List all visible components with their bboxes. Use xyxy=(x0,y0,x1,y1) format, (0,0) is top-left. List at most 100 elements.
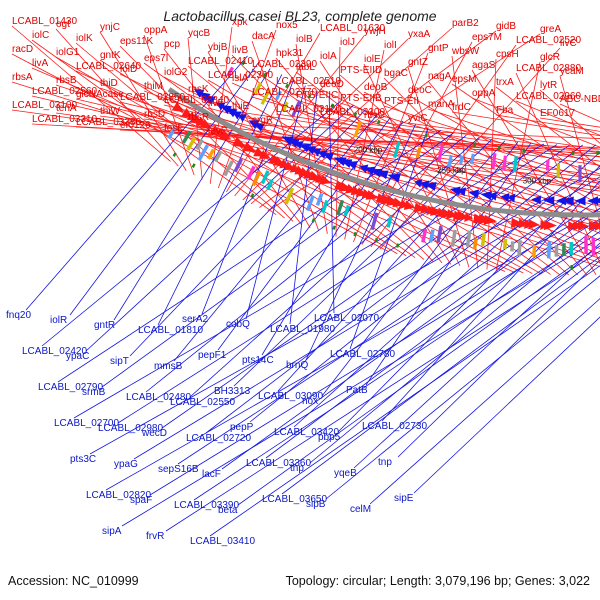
reverse-gene-label: mmsB xyxy=(154,361,183,372)
forward-gene-label: glcNAcase xyxy=(76,89,124,100)
forward-gene-label: xpk xyxy=(232,17,249,28)
reverse-gene-label: sipT xyxy=(110,356,129,367)
forward-gene-label: hpk31 xyxy=(276,48,304,59)
feature-block xyxy=(305,195,315,212)
forward-gene-label: LCABL_01430 xyxy=(12,16,77,27)
reverse-gene-arrow xyxy=(364,166,376,176)
feature-block xyxy=(335,199,345,216)
forward-gene-arrow xyxy=(436,207,447,218)
reverse-gene-arrow xyxy=(299,143,311,153)
reverse-gene-label: lacF xyxy=(202,469,221,480)
forward-gene-label: iolB xyxy=(296,34,313,45)
feature-block xyxy=(578,165,582,183)
reverse-gene-arrow xyxy=(333,157,347,166)
feature-block xyxy=(213,150,223,163)
forward-gene-label: rbsA xyxy=(12,72,33,83)
forward-callout-line xyxy=(383,105,600,175)
forward-callout-line xyxy=(486,58,497,270)
forward-gene-arrow xyxy=(588,220,600,231)
reverse-gene-label: LCABL_02420 xyxy=(22,346,87,357)
forward-gene-label: yqcB xyxy=(188,28,211,39)
feature-track-outer xyxy=(167,101,600,269)
forward-callout-line xyxy=(451,83,600,187)
reverse-gene-arrow xyxy=(556,196,567,206)
forward-callout-line xyxy=(187,121,600,176)
forward-gene-label: trxA xyxy=(496,77,514,88)
feature-block xyxy=(447,154,453,169)
forward-gene-label: labL xyxy=(296,62,315,73)
reverse-callout-line xyxy=(113,68,271,321)
forward-gene-arrow xyxy=(258,149,270,159)
forward-callout-line xyxy=(451,111,600,137)
rna-marker xyxy=(330,103,335,109)
forward-gene-label: eps7M xyxy=(472,32,502,43)
forward-callout-line xyxy=(259,30,497,208)
reverse-gene-label: LCABL_02480 xyxy=(126,392,191,403)
forward-callout-line xyxy=(319,60,452,265)
feature-block xyxy=(437,144,444,161)
forward-callout-line xyxy=(226,32,321,193)
feature-block xyxy=(428,229,435,243)
reverse-gene-label: frvR xyxy=(146,531,164,542)
forward-callout-line xyxy=(275,85,600,234)
forward-gene-label: gntK xyxy=(100,50,121,61)
feature-block xyxy=(260,88,271,105)
feature-block xyxy=(291,100,302,117)
forward-gene-label: manA xyxy=(428,99,454,110)
forward-callout-line xyxy=(55,56,398,255)
feature-block xyxy=(502,238,508,250)
reverse-gene-label: yqeB xyxy=(334,468,357,479)
reverse-gene-label: LCABL_03650 xyxy=(262,494,327,505)
feature-block xyxy=(415,147,422,159)
feature-block xyxy=(502,155,507,171)
reverse-gene-label: LCABL_02730 xyxy=(362,421,427,432)
rna-marker xyxy=(191,163,196,169)
reverse-gene-arrow xyxy=(294,141,304,150)
reverse-callout-line xyxy=(325,275,600,500)
reverse-gene-arrow xyxy=(287,138,300,148)
forward-gene-label: iolJ xyxy=(340,37,355,48)
genome-backbone xyxy=(167,87,600,218)
reverse-gene-label: LCABL_02070 xyxy=(314,313,379,324)
forward-gene-label: rbsD xyxy=(144,109,165,120)
forward-gene-label: lytR xyxy=(540,80,557,91)
forward-callout-line xyxy=(11,53,389,252)
forward-callout-line xyxy=(353,52,429,243)
forward-gene-arrow xyxy=(524,218,533,229)
reverse-gene-label: LCABL_02720 xyxy=(186,433,251,444)
forward-callout-line xyxy=(217,29,277,189)
forward-callout-line xyxy=(339,102,600,183)
reverse-callout-line xyxy=(261,120,404,356)
forward-gene-label: LCABL_02880 xyxy=(516,63,581,74)
reverse-gene-label: pts14C xyxy=(242,355,274,366)
forward-gene-label: thiM xyxy=(144,81,163,92)
forward-callout-line xyxy=(163,132,600,150)
forward-gene-label: islA xyxy=(232,73,248,84)
feature-block xyxy=(458,155,464,165)
forward-gene-label: tenA xyxy=(56,103,77,114)
reverse-gene-label: gntR xyxy=(94,320,115,331)
forward-callout-line xyxy=(234,35,365,197)
reverse-gene-arrow xyxy=(500,193,510,202)
forward-gene-label: oppA xyxy=(144,25,168,36)
reverse-gene-arrow xyxy=(424,182,437,191)
forward-gene-label: parB2 xyxy=(452,18,479,29)
forward-gene-label: ywjH xyxy=(364,26,386,37)
forward-gene-label: bgaC xyxy=(384,68,408,79)
reverse-gene-label: sipE xyxy=(394,493,414,504)
forward-gene-label: LCABL_02560 xyxy=(32,86,97,97)
feature-block xyxy=(206,148,216,160)
forward-gene-label: deoC xyxy=(408,85,432,96)
reverse-gene-label: pepF1 xyxy=(198,350,227,361)
reverse-callout-line xyxy=(305,124,416,361)
forward-gene-arrow xyxy=(528,219,540,230)
reverse-gene-label: LCABL_03090 xyxy=(258,391,323,402)
forward-gene-arrow xyxy=(568,220,577,231)
reverse-gene-label: pbp5 xyxy=(318,432,341,443)
reverse-gene-label: LCABL_01810 xyxy=(138,325,203,336)
forward-gene-label: iolA xyxy=(320,51,337,62)
reverse-gene-label: iolR xyxy=(50,315,67,326)
feature-block xyxy=(465,230,472,247)
forward-gene-label: LCABL_01630 xyxy=(320,23,385,34)
